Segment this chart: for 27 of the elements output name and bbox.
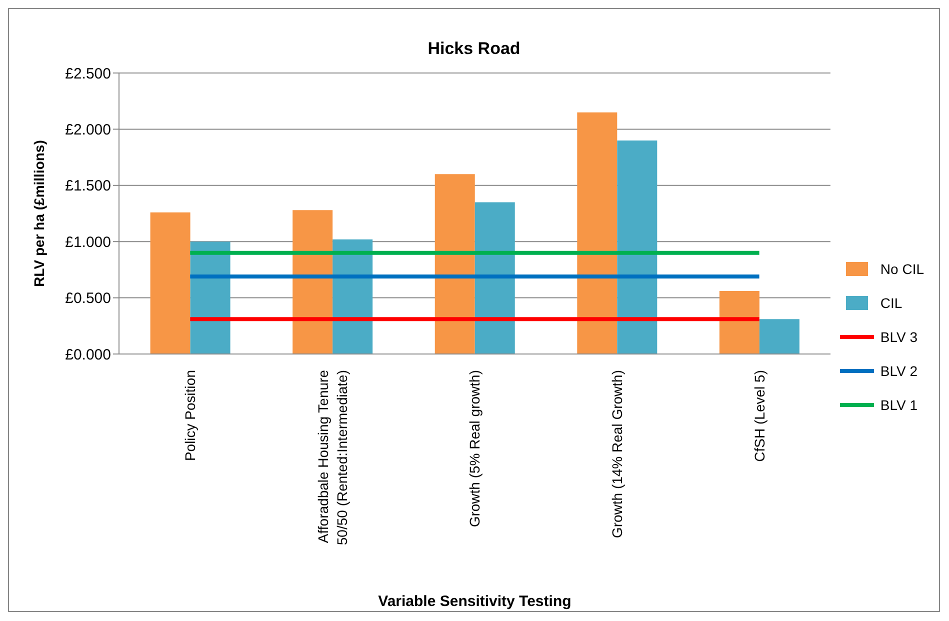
bar	[719, 291, 760, 354]
y-tick-label: £2.000	[65, 122, 111, 139]
bar	[474, 202, 515, 354]
y-axis-title: RLV per ha (£millions)	[30, 140, 47, 287]
bar	[292, 210, 333, 354]
chart-title: Hicks Road	[426, 39, 522, 59]
x-tick-label: Afforadbale Housing Tenure 50/50 (Rented:Intermediate)	[314, 370, 350, 546]
legend-label: BLV 3	[880, 328, 918, 344]
x-tick-label: Growth (14% Real Growth)	[608, 370, 625, 538]
bar	[577, 112, 618, 354]
y-tick-label: £0.000	[65, 346, 111, 364]
y-tick-label: £2.500	[65, 65, 111, 82]
bar	[434, 174, 475, 354]
bar	[617, 140, 658, 354]
bar	[150, 212, 190, 354]
x-tick-label: Growth (5% Real growth)	[466, 370, 483, 528]
y-tick-label: £1.500	[65, 178, 111, 195]
legend-label: No CIL	[880, 260, 924, 276]
legend-label: BLV 2	[880, 362, 918, 378]
x-axis-title: Variable Sensitivity Testing	[378, 593, 572, 610]
legend-label: BLV 1	[880, 396, 918, 412]
legend-label: CIL	[880, 294, 902, 310]
y-tick-label: £1.000	[65, 234, 111, 251]
bar	[759, 319, 800, 354]
x-tick-label: Policy Position	[182, 370, 198, 462]
x-tick-label: CfSH (Level 5)	[751, 370, 768, 462]
y-tick-label: £0.500	[65, 290, 111, 308]
